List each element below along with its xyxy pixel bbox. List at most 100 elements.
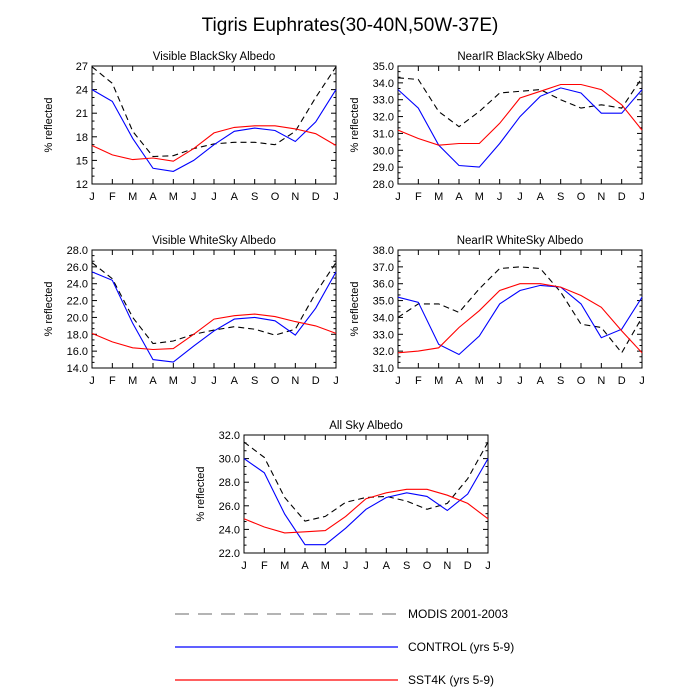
series-line-control bbox=[91, 271, 337, 363]
x-tick-label: A bbox=[537, 191, 545, 203]
y-axis-label: % reflected bbox=[43, 97, 55, 152]
y-tick-label: 32.0 bbox=[373, 346, 394, 358]
series-line-modis bbox=[397, 77, 643, 128]
y-tick-label: 34.0 bbox=[373, 312, 394, 324]
x-tick-label: A bbox=[149, 375, 157, 387]
x-tick-label: F bbox=[261, 560, 268, 572]
y-tick-label: 31.0 bbox=[373, 363, 394, 375]
x-tick-label: D bbox=[618, 375, 626, 387]
x-tick-label: M bbox=[475, 191, 484, 203]
x-tick-label: O bbox=[577, 191, 586, 203]
x-tick-label: J bbox=[639, 375, 645, 387]
x-tick-label: M bbox=[169, 191, 178, 203]
y-tick-label: 32.0 bbox=[373, 112, 394, 124]
x-tick-label: F bbox=[109, 191, 116, 203]
x-tick-label: J bbox=[517, 191, 523, 203]
y-tick-label: 28.0 bbox=[373, 179, 394, 191]
x-tick-label: J bbox=[333, 191, 339, 203]
y-tick-label: 38.0 bbox=[373, 245, 394, 257]
series-line-sst4k bbox=[397, 83, 643, 146]
series-line-sst4k bbox=[91, 313, 337, 351]
y-tick-label: 20.0 bbox=[67, 312, 88, 324]
x-tick-label: A bbox=[383, 560, 391, 572]
x-tick-label: D bbox=[312, 191, 320, 203]
y-tick-label: 35.0 bbox=[373, 296, 394, 308]
x-tick-label: M bbox=[475, 375, 484, 387]
x-tick-label: S bbox=[251, 191, 258, 203]
x-tick-label: J bbox=[191, 191, 197, 203]
panel-title: NearIR BlackSky Albedo bbox=[457, 51, 582, 63]
x-tick-label: O bbox=[423, 560, 432, 572]
x-tick-label: S bbox=[403, 560, 410, 572]
x-tick-label: J bbox=[89, 191, 95, 203]
y-tick-label: 16.0 bbox=[67, 346, 88, 358]
x-tick-label: J bbox=[333, 375, 339, 387]
plot-frame bbox=[243, 434, 489, 554]
x-tick-label: A bbox=[455, 375, 463, 387]
x-tick-label: A bbox=[231, 375, 239, 387]
y-tick-label: 26.0 bbox=[219, 501, 240, 513]
y-tick-label: 36.0 bbox=[373, 279, 394, 291]
y-tick-label: 22.0 bbox=[67, 296, 88, 308]
x-tick-label: J bbox=[191, 375, 197, 387]
y-tick-label: 24.0 bbox=[67, 279, 88, 291]
plot-frame bbox=[397, 249, 643, 369]
x-tick-label: J bbox=[343, 560, 349, 572]
y-tick-label: 18.0 bbox=[67, 329, 88, 341]
y-axis-label: % reflected bbox=[349, 97, 361, 152]
x-tick-label: N bbox=[443, 560, 451, 572]
x-tick-label: A bbox=[231, 191, 239, 203]
x-tick-label: J bbox=[211, 375, 217, 387]
x-tick-label: J bbox=[497, 191, 503, 203]
x-tick-label: J bbox=[395, 191, 401, 203]
y-tick-label: 18 bbox=[76, 132, 88, 144]
y-tick-label: 35.0 bbox=[373, 61, 394, 73]
x-tick-label: F bbox=[415, 191, 422, 203]
y-tick-label: 21 bbox=[76, 108, 88, 120]
x-tick-label: M bbox=[128, 375, 137, 387]
x-tick-label: D bbox=[464, 560, 472, 572]
y-tick-label: 24 bbox=[76, 85, 88, 97]
x-tick-label: A bbox=[537, 375, 545, 387]
x-tick-label: J bbox=[363, 560, 369, 572]
series-line-modis bbox=[243, 441, 489, 522]
y-axis-label: % reflected bbox=[195, 466, 207, 521]
x-tick-label: J bbox=[89, 375, 95, 387]
y-tick-label: 26.0 bbox=[67, 262, 88, 274]
x-tick-label: J bbox=[497, 375, 503, 387]
series-line-control bbox=[397, 87, 643, 168]
x-tick-label: D bbox=[618, 191, 626, 203]
y-tick-label: 31.0 bbox=[373, 128, 394, 140]
y-tick-label: 34.0 bbox=[373, 78, 394, 90]
x-tick-label: N bbox=[597, 375, 605, 387]
x-tick-label: M bbox=[434, 191, 443, 203]
x-tick-label: M bbox=[128, 191, 137, 203]
series-line-sst4k bbox=[397, 283, 643, 354]
plot-frame bbox=[91, 65, 337, 185]
series-line-sst4k bbox=[243, 488, 489, 534]
x-tick-label: F bbox=[415, 375, 422, 387]
x-tick-label: J bbox=[211, 191, 217, 203]
y-tick-label: 37.0 bbox=[373, 262, 394, 274]
panel-5: All Sky Albedo 22.0 24.0 26.0 28.0 30.0 32.0 J F… bbox=[195, 420, 491, 572]
y-tick-label: 22.0 bbox=[219, 548, 240, 560]
x-tick-label: S bbox=[557, 375, 564, 387]
x-tick-label: N bbox=[597, 191, 605, 203]
y-tick-label: 30.0 bbox=[373, 145, 394, 157]
panel-3: Visible WhiteSky Albedo 14.0 16.0 18.0 20.0 2… bbox=[43, 235, 339, 387]
y-tick-label: 27 bbox=[76, 61, 88, 73]
x-tick-label: N bbox=[291, 375, 299, 387]
y-tick-label: 15 bbox=[76, 155, 88, 167]
x-tick-label: J bbox=[241, 560, 247, 572]
legend-label-sst4k: SST4K (yrs 5-9) bbox=[408, 673, 494, 687]
panel-title: NearIR WhiteSky Albedo bbox=[457, 235, 584, 247]
x-tick-label: J bbox=[395, 375, 401, 387]
panel-title: Visible WhiteSky Albedo bbox=[152, 235, 276, 247]
panel-4: NearIR WhiteSky Albedo 31.0 32.0 33.0 34.0 35… bbox=[349, 235, 645, 387]
series-line-modis bbox=[397, 266, 643, 354]
panel-title: Visible BlackSky Albedo bbox=[153, 51, 276, 63]
series-line-control bbox=[243, 458, 489, 546]
